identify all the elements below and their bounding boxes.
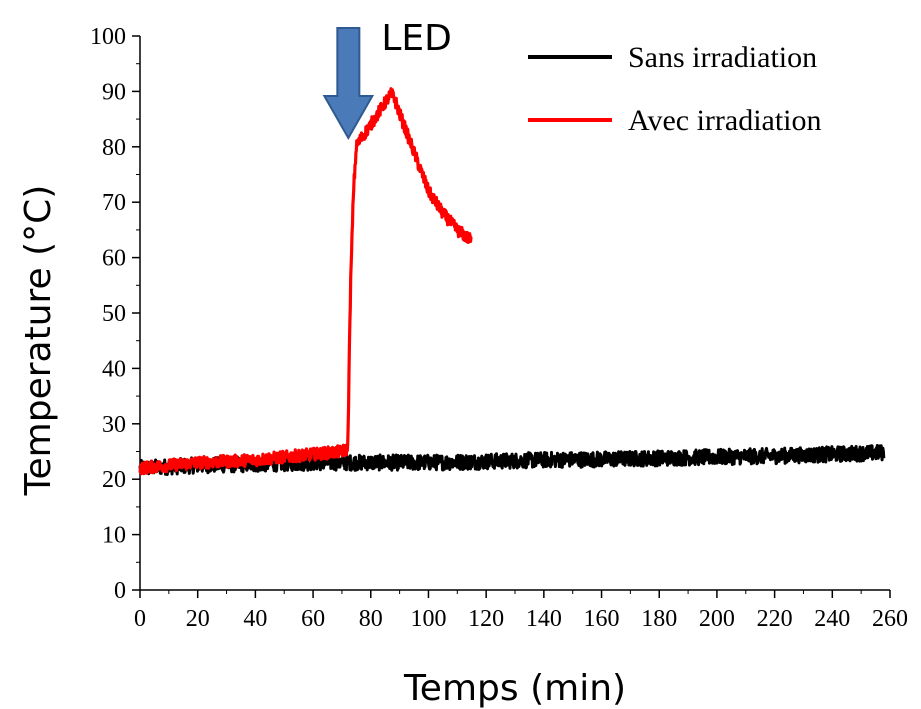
y-tick-label: 70 — [102, 190, 126, 216]
led-arrow-icon — [322, 27, 375, 141]
x-tick-label: 100 — [410, 606, 446, 632]
annotation-layer: LED — [322, 18, 452, 141]
x-tick-label: 0 — [134, 606, 146, 632]
y-tick-label: 40 — [102, 356, 126, 382]
x-tick-label: 160 — [584, 606, 620, 632]
axes: 0 20 40 60 80 100 120 140 160 180 200 220 240 260 0 10 2… — [90, 24, 908, 632]
x-tick-label: 60 — [301, 606, 325, 632]
y-tick-label: 20 — [102, 467, 126, 493]
x-tick-label: 200 — [699, 606, 735, 632]
y-tick-label: 10 — [102, 523, 126, 549]
y-tick-label: 0 — [114, 578, 126, 604]
y-tick-label: 100 — [90, 24, 126, 50]
series-layer — [138, 87, 886, 476]
legend-label: Avec irradiation — [628, 104, 822, 137]
y-tick-label: 80 — [102, 135, 126, 161]
x-tick-label: 40 — [243, 606, 267, 632]
x-tick-label: 180 — [641, 606, 677, 632]
x-tick-label: 260 — [872, 606, 908, 632]
x-tick-label: 140 — [526, 606, 562, 632]
legend: Sans irradiation Avec irradiation — [528, 41, 822, 137]
x-tick-label: 80 — [359, 606, 383, 632]
y-tick-label: 30 — [102, 412, 126, 438]
x-tick-label: 20 — [186, 606, 210, 632]
x-tick-label: 120 — [468, 606, 504, 632]
x-tick-label: 240 — [814, 606, 850, 632]
x-tick-label: 220 — [757, 606, 793, 632]
legend-label: Sans irradiation — [628, 41, 817, 74]
y-tick-label: 50 — [102, 301, 126, 327]
y-axis-title: Temperature (°C) — [18, 185, 59, 497]
y-tick-label: 90 — [102, 79, 126, 105]
series-line-avec-irradiation — [138, 87, 473, 476]
x-axis-title: Temps (min) — [403, 668, 626, 709]
led-annotation-label: LED — [381, 18, 452, 59]
y-tick-label: 60 — [102, 246, 126, 272]
